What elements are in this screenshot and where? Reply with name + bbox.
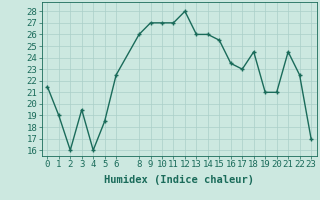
X-axis label: Humidex (Indice chaleur): Humidex (Indice chaleur)	[104, 175, 254, 185]
